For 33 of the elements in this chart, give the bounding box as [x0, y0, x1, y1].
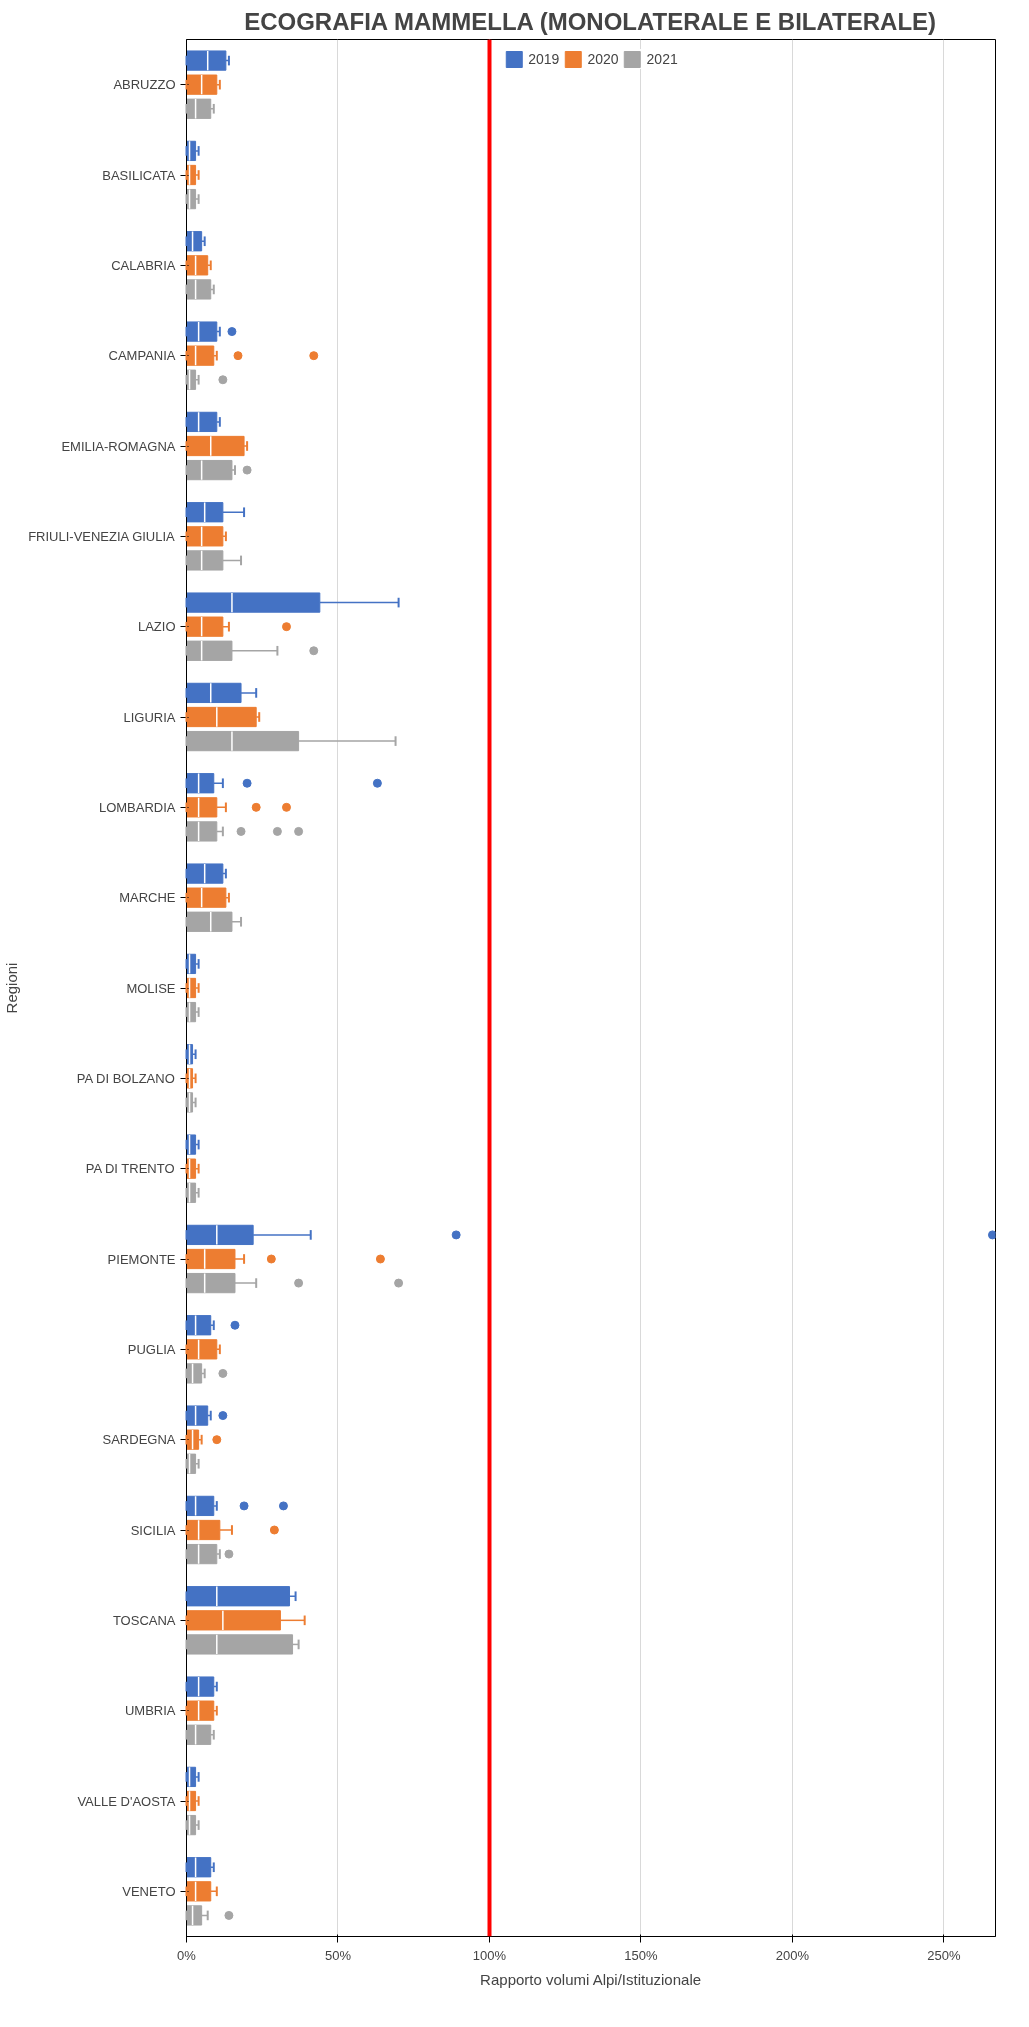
y-tick-label: BASILICATA: [102, 167, 176, 183]
y-tick-label: LAZIO: [137, 619, 176, 635]
y-tick-label: ABRUZZO: [113, 77, 176, 93]
legend-label: 2020: [587, 51, 619, 67]
y-tick-label: PUGLIA: [127, 1341, 176, 1357]
y-tick-label: CALABRIA: [111, 257, 176, 273]
y-tick-label: PA DI BOLZANO: [76, 1070, 175, 1086]
y-tick-label: SICILIA: [130, 1522, 176, 1538]
y-tick-label: LOMBARDIA: [98, 799, 176, 815]
y-tick-label: PA DI TRENTO: [85, 1161, 175, 1177]
y-tick-label: UMBRIA: [124, 1703, 176, 1719]
y-tick-label: MARCHE: [119, 890, 176, 906]
x-axis-title: Rapporto volumi Alpi/Istituzionale: [480, 1970, 702, 1988]
y-axis-title: Regioni: [3, 962, 21, 1014]
y-tick-label: PIEMONTE: [107, 1251, 176, 1267]
y-tick-label: FRIULI-VENEZIA GIULIA: [28, 528, 176, 544]
x-tick-label: 250%: [927, 1947, 962, 1963]
y-tick-label: VENETO: [122, 1883, 176, 1899]
y-tick-label: LIGURIA: [123, 709, 176, 725]
y-tick-label: CAMPANIA: [108, 348, 176, 364]
legend-label: 2019: [528, 51, 560, 67]
y-tick-label: TOSCANA: [112, 1612, 176, 1628]
y-tick-label: EMILIA-ROMAGNA: [61, 438, 176, 454]
x-tick-label: 0%: [177, 1947, 197, 1963]
x-tick-label: 100%: [472, 1947, 507, 1963]
legend-label: 2021: [646, 51, 678, 67]
x-tick-label: 200%: [775, 1947, 810, 1963]
x-tick-label: 50%: [324, 1947, 352, 1963]
chart-title: ECOGRAFIA MAMMELLA (MONOLATERALE E BILATERALE): [244, 7, 937, 35]
y-tick-label: MOLISE: [126, 980, 176, 996]
y-tick-label: SARDEGNA: [102, 1432, 176, 1448]
x-tick-label: 150%: [624, 1947, 659, 1963]
y-tick-label: VALLE D'AOSTA: [77, 1793, 176, 1809]
